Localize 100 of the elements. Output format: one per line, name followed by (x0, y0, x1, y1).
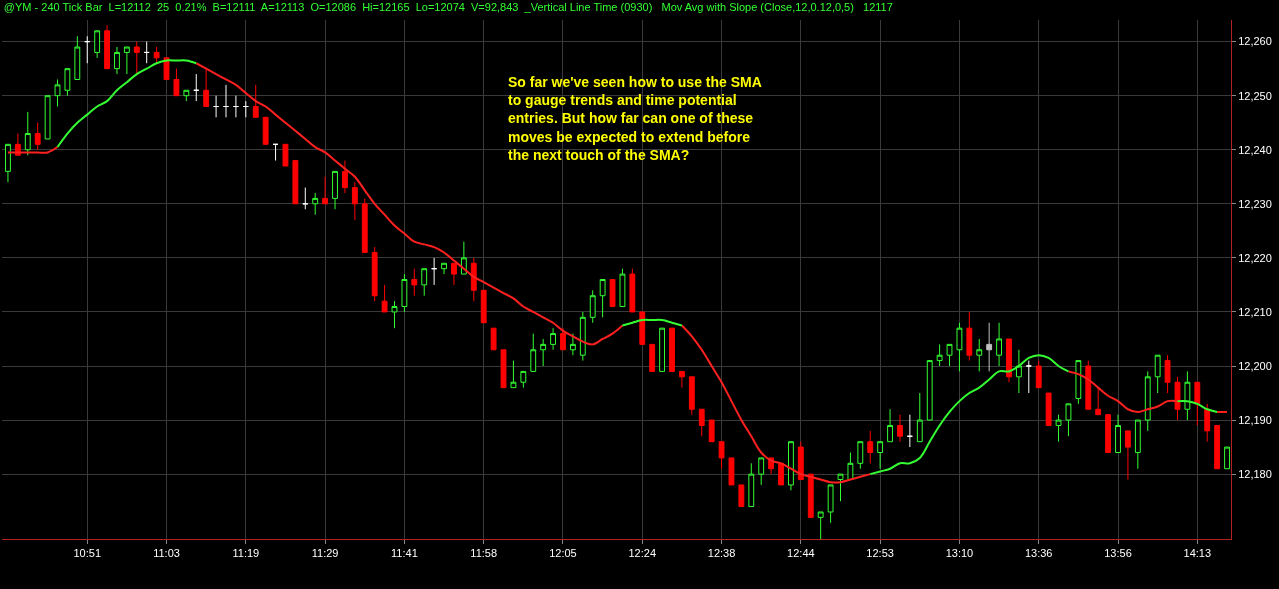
candlestick (659, 327, 666, 372)
x-tick-label: 10:51 (73, 547, 102, 560)
candlestick (193, 73, 200, 102)
candlestick (1124, 430, 1131, 481)
candlestick (381, 284, 388, 313)
candlestick (629, 268, 636, 313)
candlestick (114, 46, 120, 75)
candlestick (986, 322, 993, 372)
candlestick (1204, 403, 1211, 443)
candlestick (272, 143, 279, 162)
candlestick (669, 327, 675, 372)
candlestick (500, 349, 507, 389)
candlestick (213, 95, 220, 118)
candlestick (817, 511, 824, 539)
candlestick (649, 343, 656, 372)
candlestick (887, 408, 893, 443)
candlestick (827, 484, 834, 524)
candlestick (698, 408, 705, 437)
candlestick (312, 192, 319, 216)
candlestick (797, 441, 804, 481)
x-tick-label: 11:41 (391, 547, 418, 560)
candlestick (104, 24, 110, 70)
candlestick (946, 343, 953, 367)
candlestick (728, 457, 735, 486)
x-tick-label: 13:36 (1024, 547, 1053, 560)
candlestick (24, 111, 31, 156)
y-tick-label: 12,260 (1238, 35, 1272, 48)
x-tick-label: 11:58 (470, 547, 498, 560)
candlestick (788, 441, 794, 491)
candlestick (619, 268, 626, 308)
candlestick (1194, 381, 1201, 426)
candlestick (183, 89, 190, 102)
candlestick (361, 197, 368, 253)
candlestick (242, 100, 249, 118)
candlestick (550, 327, 556, 351)
candlestick (510, 360, 517, 389)
candlestick (480, 289, 487, 324)
candlestick (203, 68, 210, 107)
candlestick (371, 246, 378, 302)
y-tick-label: 12,220 (1238, 251, 1272, 264)
candlestick (441, 262, 447, 275)
candlestick (996, 322, 1002, 367)
candlestick (599, 279, 606, 318)
candlestick (262, 116, 269, 145)
candlestick (807, 473, 814, 518)
y-tick-label: 12,200 (1238, 359, 1272, 372)
candlestick (1085, 360, 1092, 410)
chart-title: @YM - 240 Tick Bar L=12112 25 0.21% B=12111 A=12113 O=12086 Hi=12165 Lo=12074 V=92,843 _Vertical Line Time (0930) Mov Avg with Slope (Close,12,0.12,0,5) 12117 (3, 0, 893, 13)
candlestick (74, 35, 81, 80)
candlestick (1045, 392, 1052, 426)
candlestick (1154, 354, 1161, 394)
candlestick (232, 95, 239, 118)
candlestick (421, 268, 428, 297)
candlestick (688, 376, 695, 416)
y-tick-label: 12,210 (1238, 305, 1272, 318)
candlestick (163, 57, 170, 80)
candlestick (976, 338, 983, 372)
candlestick (1055, 414, 1062, 443)
candlestick (589, 289, 596, 324)
candlestick (123, 46, 130, 75)
x-tick-label: 12:53 (866, 547, 894, 560)
candlestick (411, 268, 418, 297)
candlestick (906, 414, 913, 448)
candlestick (1075, 360, 1082, 405)
candlestick (1105, 414, 1112, 453)
candlestick (926, 360, 933, 421)
y-tick-label: 12,190 (1238, 413, 1272, 426)
candlestick (1095, 387, 1102, 416)
candlestick (470, 257, 477, 302)
candlestick (1214, 424, 1221, 470)
candlestick (5, 143, 11, 183)
candlestick (837, 473, 844, 502)
candlestick (54, 78, 61, 107)
candlestick (64, 68, 71, 97)
candlestick (936, 343, 943, 367)
x-tick-label: 11:19 (232, 547, 260, 560)
candlestick (282, 143, 289, 167)
y-tick-label: 12,240 (1238, 143, 1272, 156)
candlestick (322, 176, 329, 205)
x-tick-label: 11:03 (153, 547, 180, 560)
y-tick-label: 12,180 (1238, 467, 1272, 480)
candlestick (292, 160, 299, 205)
candlestick (708, 419, 715, 443)
candlestick (401, 273, 408, 313)
candlestick (302, 187, 309, 210)
candlestick (718, 441, 725, 470)
candlestick (44, 95, 51, 140)
candlestick (847, 452, 854, 481)
candlestick (639, 311, 646, 345)
candlestick (1164, 354, 1171, 394)
candlestick (1134, 419, 1141, 470)
candlestick (609, 279, 616, 308)
candlestick (1006, 338, 1012, 383)
candlestick (678, 370, 685, 389)
x-tick-label: 13:56 (1104, 547, 1132, 560)
candlestick (431, 257, 438, 286)
candlestick (867, 430, 874, 464)
candlestick (1025, 360, 1032, 394)
candlestick (897, 414, 903, 443)
x-tick-label: 12:38 (707, 547, 736, 560)
